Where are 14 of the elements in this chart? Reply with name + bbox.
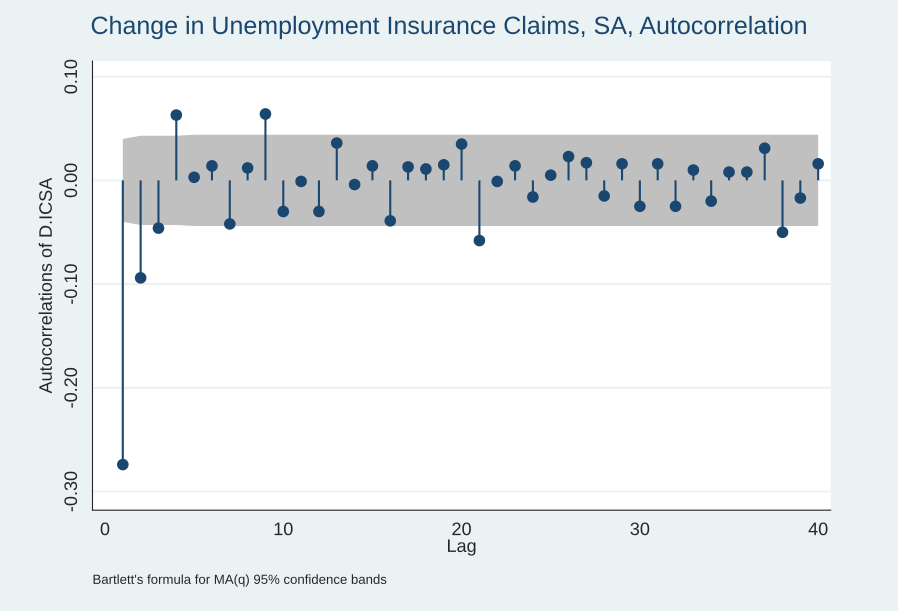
x-tick-label: 0 [100, 522, 110, 536]
y-tick-label: -0.20 [64, 368, 78, 408]
x-tick-label: 20 [452, 522, 471, 536]
y-axis-title: Autocorrelations of D.ICSA [38, 178, 52, 394]
x-axis-title: Lag [448, 539, 476, 556]
text: Bartlett's formula for MA(q) 95% confidence bands [94, 574, 386, 587]
y-tick-label: 0.00 [64, 164, 78, 198]
x-tick-label: 40 [808, 522, 828, 536]
x-tick-label: 30 [630, 522, 650, 536]
y-tick-label: 0.10 [64, 60, 78, 94]
chart-title: Change in Unemployment Insurance Claims, SA, Autocorrelation [92, 16, 806, 40]
x-tick-label: 10 [274, 522, 293, 536]
y-tick-label: -0.10 [64, 264, 78, 304]
y-tick-label: -0.30 [64, 472, 78, 512]
